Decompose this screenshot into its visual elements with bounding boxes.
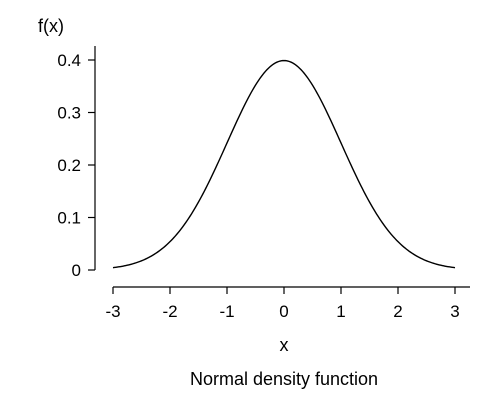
x-tick-label: 1 [336,302,345,321]
y-tick-label: 0 [72,261,81,280]
density-curve [112,59,456,269]
y-axis-label: f(x) [38,16,64,36]
x-tick-label: -2 [162,302,177,321]
x-tick-label: 2 [393,302,402,321]
x-tick-label: 0 [279,302,288,321]
chart-caption: Normal density function [190,369,378,389]
x-tick-label: -3 [105,302,120,321]
x-axis-label: x [280,335,289,355]
y-tick-label: 0.2 [57,156,81,175]
y-tick-label: 0.3 [57,104,81,123]
y-axis-ticks: 0 0.1 0.2 0.3 0.4 [57,51,95,280]
x-tick-label: -1 [219,302,234,321]
y-tick-label: 0.1 [57,209,81,228]
y-tick-label: 0.4 [57,51,81,70]
x-tick-label: 3 [450,302,459,321]
x-axis-ticks: -3 -2 -1 0 1 2 3 [105,287,460,321]
